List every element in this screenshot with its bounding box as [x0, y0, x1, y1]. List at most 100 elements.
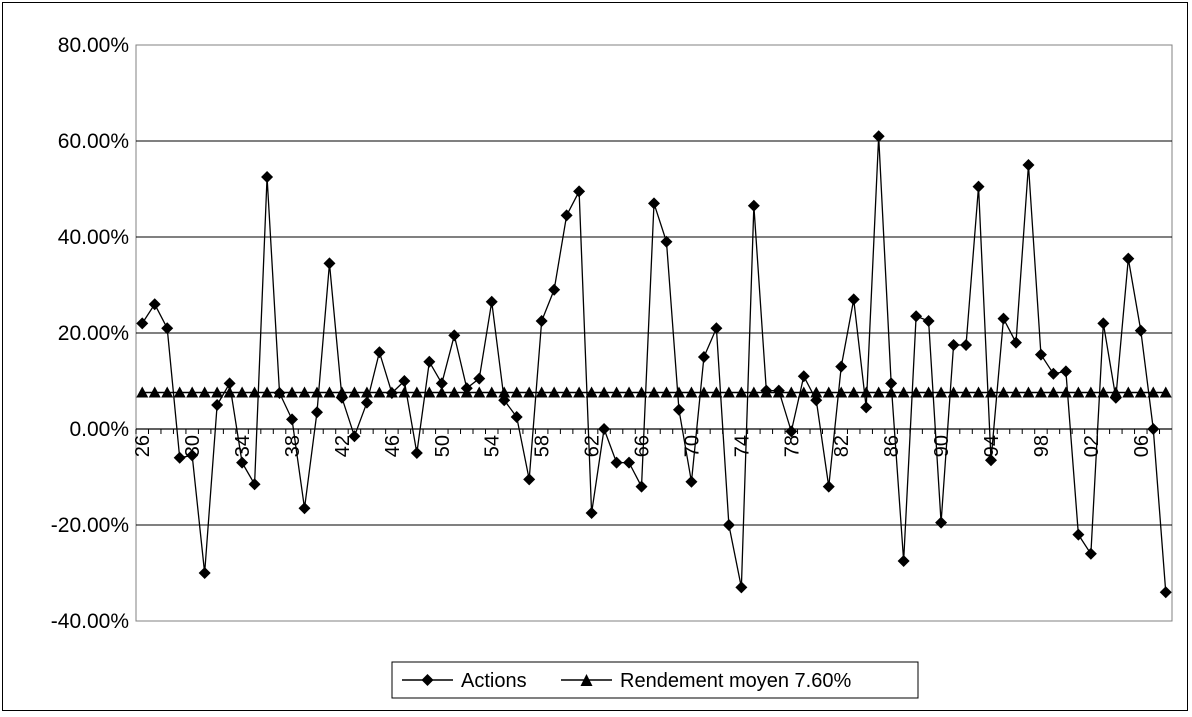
- diamond-point: [1159, 586, 1172, 599]
- x-tick-label: 86: [881, 435, 903, 457]
- diamond-point: [298, 502, 311, 515]
- triangle-point: [960, 386, 973, 398]
- triangle-point: [922, 386, 935, 398]
- diamond-point: [373, 346, 386, 359]
- triangle-point: [473, 386, 486, 398]
- triangle-point: [136, 386, 149, 398]
- x-tick-label: 82: [831, 435, 853, 457]
- triangle-point: [1159, 386, 1172, 398]
- diamond-point: [1034, 348, 1047, 361]
- triangle-point: [710, 386, 723, 398]
- diamond-point: [485, 295, 498, 308]
- diamond-point: [697, 351, 710, 363]
- triangle-point: [560, 386, 573, 398]
- triangle-point: [148, 386, 161, 398]
- x-tick-label: 74: [731, 435, 753, 457]
- triangle-point: [485, 386, 498, 398]
- triangle-point: [523, 386, 536, 398]
- triangle-point: [448, 386, 461, 398]
- diamond-point: [610, 456, 623, 469]
- triangle-point: [872, 386, 885, 398]
- diamond-point: [760, 384, 773, 397]
- diamond-point: [872, 130, 885, 143]
- diamond-point: [897, 555, 910, 567]
- x-tick-label: 66: [632, 435, 654, 457]
- diamond-point: [310, 406, 323, 419]
- triangle-point: [223, 386, 236, 398]
- legend-diamond-marker: [421, 674, 434, 686]
- triangle-point: [1009, 386, 1022, 398]
- legend-label-actions: Actions: [461, 670, 527, 692]
- triangle-point: [697, 386, 710, 398]
- diamond-point: [348, 430, 361, 443]
- diamond-point: [860, 401, 873, 414]
- diamond-point: [735, 581, 748, 594]
- diamond-point: [635, 480, 648, 493]
- y-tick-label: 80.00%: [58, 34, 129, 57]
- diamond-point: [722, 519, 735, 531]
- triangle-point: [785, 386, 798, 398]
- diamond-point: [972, 180, 985, 193]
- triangle-point: [685, 386, 698, 398]
- x-tick-label: 38: [282, 435, 304, 457]
- diamond-point: [385, 387, 398, 399]
- diamond-point: [1147, 423, 1160, 435]
- triangle-point: [897, 386, 910, 398]
- diamond-point: [585, 507, 598, 519]
- diamond-point: [797, 370, 810, 383]
- diamond-point: [822, 480, 835, 493]
- diamond-point: [922, 315, 935, 327]
- diamond-point: [810, 394, 823, 407]
- diamond-point: [198, 567, 211, 579]
- x-tick-label: 62: [582, 435, 604, 457]
- y-axis-tick-labels: -40.00% -20.00% 0.00% 20.00% 40.00% 60.00% 80.…: [51, 34, 129, 633]
- grid-lines: [136, 140, 1172, 526]
- diamond-point: [1022, 159, 1035, 171]
- x-tick-label: 02: [1081, 435, 1103, 457]
- diamond-point: [510, 411, 523, 423]
- diamond-point: [785, 425, 798, 438]
- y-tick-label: 60.00%: [58, 130, 129, 153]
- triangle-point: [535, 386, 548, 398]
- triangle-point: [972, 386, 985, 398]
- diamond-point: [423, 355, 436, 368]
- x-tick-label: 50: [432, 435, 454, 457]
- diamond-point: [1047, 367, 1060, 380]
- diamond-point: [211, 399, 224, 411]
- x-tick-label: 58: [532, 435, 554, 457]
- diamond-point: [648, 197, 660, 210]
- diamond-point: [523, 473, 536, 486]
- diamond-point: [1134, 324, 1147, 337]
- triangle-point: [997, 386, 1010, 398]
- triangle-point: [198, 386, 211, 398]
- diamond-point: [772, 384, 785, 397]
- diamond-point: [835, 360, 848, 373]
- diamond-point: [1097, 317, 1110, 330]
- x-tick-label: 06: [1131, 435, 1153, 457]
- diamond-point: [173, 451, 186, 464]
- diamond-point: [672, 403, 685, 416]
- diamond-point: [598, 423, 611, 435]
- diamond-point: [473, 372, 486, 385]
- triangle-point: [348, 386, 361, 398]
- diamond-point: [335, 391, 348, 404]
- triangle-point: [286, 386, 299, 398]
- diamond-point: [223, 377, 236, 390]
- triangle-point: [161, 386, 174, 398]
- x-tick-label: 70: [681, 435, 703, 457]
- diamond-point: [186, 449, 199, 462]
- diamond-point: [136, 317, 149, 330]
- diamond-point: [448, 329, 461, 342]
- legend-box: [391, 661, 919, 699]
- diamond-point: [960, 339, 973, 351]
- diamond-point: [660, 235, 673, 248]
- diamond-point: [498, 394, 511, 407]
- triangle-point: [648, 386, 660, 398]
- triangle-point: [747, 386, 760, 398]
- legend-entry-rendement-moyen: Rendement moyen 7.60%: [561, 670, 851, 692]
- triangle-point: [1084, 386, 1097, 398]
- legend-label-rendement-moyen: Rendement moyen 7.60%: [620, 670, 851, 692]
- triangle-point: [1059, 386, 1072, 398]
- triangle-point: [1022, 386, 1035, 398]
- diamond-point: [747, 199, 760, 212]
